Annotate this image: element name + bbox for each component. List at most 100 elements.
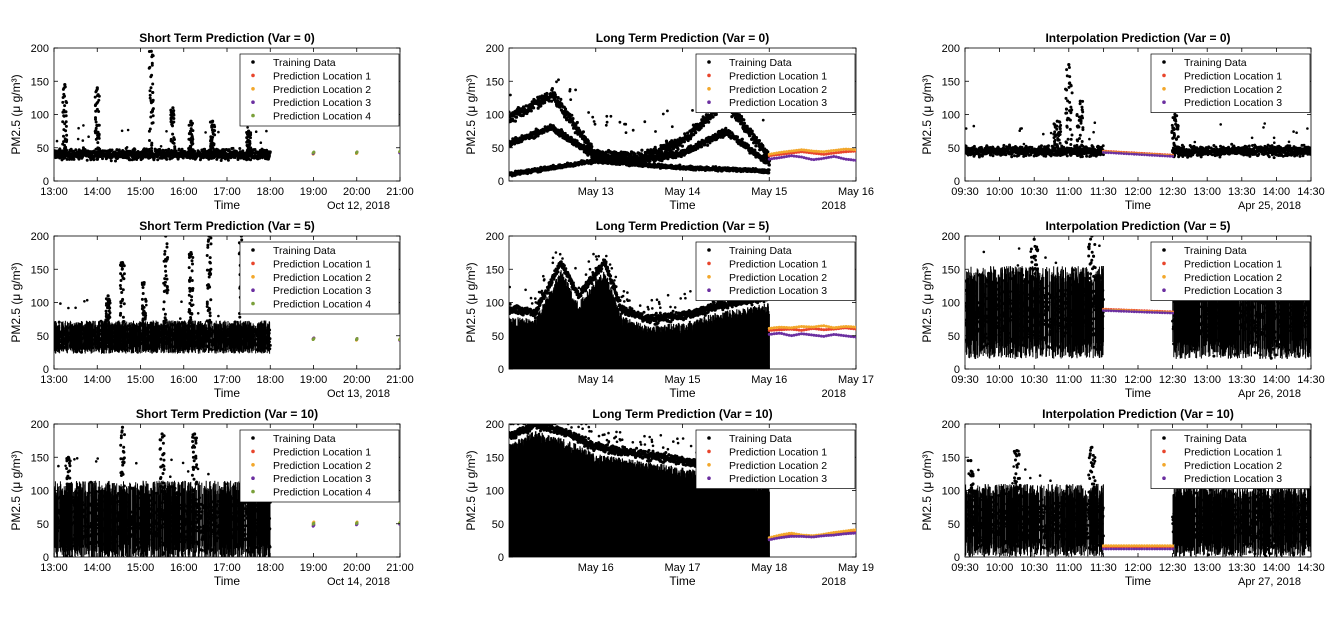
prediction-point (819, 150, 823, 154)
training-point (766, 150, 770, 154)
prediction-point (839, 156, 843, 160)
x-tick-label: 17:00 (213, 186, 241, 198)
prediction-point (780, 150, 784, 154)
training-spike-point (187, 132, 191, 135)
training-point (724, 126, 728, 130)
y-tick-label: 100 (31, 110, 49, 122)
prediction-point (854, 148, 856, 152)
x-tick-label: 15:00 (127, 186, 155, 198)
legend-label: Prediction Location 3 (273, 97, 371, 109)
prediction-point (814, 157, 818, 161)
prediction-point (837, 156, 841, 159)
training-point (605, 114, 609, 118)
prediction-point (834, 148, 838, 152)
training-spike-point (191, 129, 195, 133)
training-spike-point (170, 139, 174, 143)
training-point (745, 124, 749, 128)
y-tick-label: 100 (486, 110, 504, 122)
training-point (629, 152, 633, 157)
legend-label: Training Data (273, 57, 336, 69)
training-spike-point (147, 66, 151, 70)
training-spike-point (96, 133, 100, 137)
training-point (742, 118, 746, 122)
training-point (204, 131, 207, 134)
training-spike-point (61, 87, 65, 91)
prediction-point (792, 149, 796, 153)
training-spike-point (249, 146, 253, 150)
legend-label: Prediction Location 1 (729, 70, 827, 82)
training-spike-point (190, 123, 193, 127)
prediction-point (819, 157, 823, 161)
training-point (991, 154, 995, 158)
training-spike-point (149, 75, 153, 79)
training-spike-point (96, 130, 100, 134)
training-spike-peak (149, 49, 153, 53)
training-point (1020, 127, 1023, 130)
prediction-point (852, 158, 855, 162)
training-point (1002, 143, 1006, 147)
training-point (65, 157, 69, 161)
training-spike-point (173, 138, 176, 141)
prediction-point (767, 152, 771, 156)
training-point (754, 144, 758, 148)
training-spike-point (190, 134, 194, 138)
prediction-point (837, 148, 841, 152)
x-tick-label: May 14 (664, 186, 700, 198)
training-point (587, 111, 590, 114)
training-point (643, 120, 647, 124)
legend-label: Prediction Location 2 (273, 84, 371, 96)
prediction-point (807, 149, 811, 153)
prediction-point (777, 151, 781, 155)
training-point (1044, 154, 1048, 158)
training-point (586, 139, 590, 143)
training-point (547, 99, 551, 103)
training-point (550, 87, 555, 91)
training-spike-point (149, 110, 153, 114)
training-point (767, 171, 771, 175)
training-point (590, 145, 594, 149)
training-spike-point (61, 100, 65, 104)
prediction-point (780, 155, 784, 159)
training-point (624, 122, 628, 126)
prediction-point (817, 150, 821, 153)
prediction-point (849, 158, 853, 162)
training-point (678, 163, 682, 167)
legend-marker (251, 73, 255, 78)
training-point (76, 137, 80, 141)
prediction-point (797, 155, 801, 159)
legend-box (239, 53, 400, 127)
training-spike-point (212, 149, 216, 153)
prediction-point (792, 154, 796, 158)
prediction-point (824, 149, 828, 153)
legend-marker (707, 60, 711, 64)
training-point (513, 119, 518, 123)
training-spike-point (149, 115, 153, 119)
training-point (1018, 129, 1021, 132)
prediction-point (814, 149, 818, 153)
prediction-point (827, 149, 831, 153)
prediction-point (797, 148, 801, 152)
training-point (1042, 132, 1045, 136)
legend-label: Prediction Location 2 (729, 84, 827, 96)
training-spike-point (61, 142, 65, 146)
prediction-point (804, 156, 808, 160)
training-spike-point (213, 133, 217, 137)
prediction-point (812, 149, 816, 153)
x-tick-label: 18:00 (256, 186, 284, 198)
training-spike-point (151, 107, 155, 111)
prediction-point (800, 148, 803, 152)
training-spike-point (245, 140, 249, 144)
training-point (72, 157, 76, 161)
training-spike-peak (171, 106, 175, 110)
training-spike-point (210, 128, 214, 132)
training-spike-point (189, 127, 193, 131)
training-point (253, 148, 257, 151)
training-spike-point (209, 144, 213, 148)
training-spike-point (210, 150, 214, 154)
training-spike-peak (189, 119, 193, 123)
training-point (1017, 153, 1021, 157)
training-spike-point (171, 124, 174, 128)
training-spike-point (150, 63, 154, 67)
x-axis-label: Time (214, 198, 241, 212)
training-point (750, 129, 754, 133)
